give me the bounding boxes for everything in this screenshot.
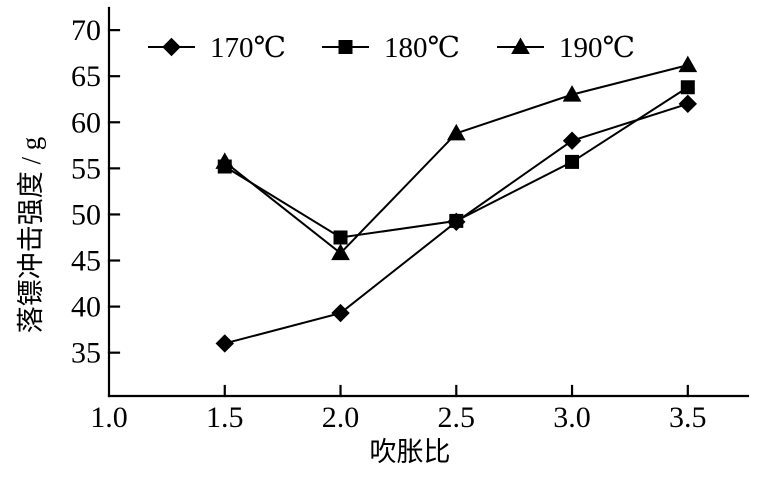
x-tick-label: 3.5: [669, 401, 707, 434]
y-tick-label: 65: [71, 60, 101, 93]
x-tick-label: 1.5: [206, 401, 244, 434]
x-tick-label: 1.0: [90, 401, 128, 434]
y-tick-label: 45: [71, 245, 101, 278]
y-tick-label: 40: [71, 291, 101, 324]
y-tick-label: 35: [71, 337, 101, 370]
marker-diamond: [162, 37, 181, 57]
marker-diamond: [562, 131, 582, 150]
marker-triangle: [331, 243, 350, 261]
marker-diamond: [678, 94, 698, 114]
marker-triangle: [562, 85, 582, 102]
y-axis-title: 落镖冲击强度 / g: [16, 137, 46, 334]
x-tick-label: 2.5: [438, 401, 476, 434]
marker-square: [565, 154, 580, 169]
marker-diamond: [215, 334, 234, 353]
marker-square: [333, 230, 348, 245]
y-tick-label: 50: [71, 198, 101, 231]
marker-square: [449, 213, 464, 228]
marker-diamond: [331, 303, 350, 323]
marker-triangle: [511, 37, 530, 54]
marker-square: [680, 80, 695, 95]
marker-triangle: [215, 152, 235, 169]
legend-label-180c: 180℃: [384, 32, 460, 64]
y-tick-label: 55: [71, 152, 101, 185]
y-tick-label: 60: [71, 106, 101, 139]
x-axis-title: 吹胀比: [370, 437, 451, 467]
marker-square: [338, 40, 353, 54]
x-tick-label: 2.0: [322, 401, 360, 434]
legend-label-190c: 190℃: [559, 32, 635, 64]
x-tick-label: 3.0: [553, 401, 591, 434]
marker-triangle: [446, 123, 466, 141]
marker-triangle: [678, 55, 698, 73]
legend-label-170c: 170℃: [210, 32, 286, 64]
plot-area: 35 40 45 50 55 60 65 70 1.0 1.5 2.0 2.5 3.0 3.5 170℃ 18…: [71, 6, 750, 434]
y-tick-label: 70: [71, 14, 101, 47]
